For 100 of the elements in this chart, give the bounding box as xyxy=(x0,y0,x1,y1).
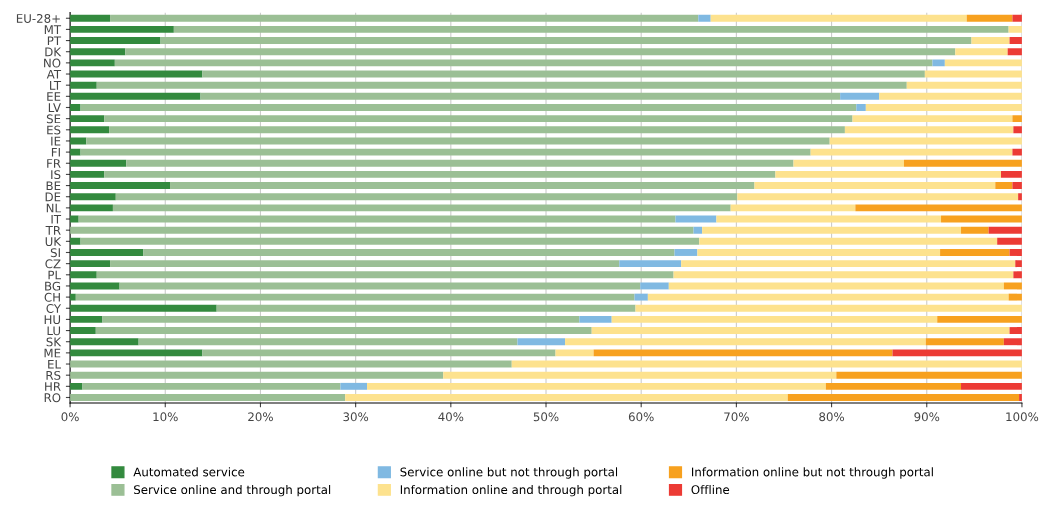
bar xyxy=(1009,327,1022,335)
bar xyxy=(104,170,776,178)
bar xyxy=(70,293,76,301)
x-tick-label: 0% xyxy=(61,412,79,422)
bar xyxy=(693,226,703,234)
bar xyxy=(865,104,1022,111)
bar xyxy=(70,126,110,134)
bar xyxy=(754,182,996,190)
bar xyxy=(115,193,738,201)
bar xyxy=(70,193,116,201)
bar xyxy=(96,271,674,279)
y-tick-label: NO xyxy=(44,58,61,68)
bar xyxy=(70,48,126,56)
bar xyxy=(70,349,203,357)
bar xyxy=(892,349,1022,357)
bar xyxy=(110,260,620,268)
bar xyxy=(70,327,96,335)
y-tick-label: LV xyxy=(48,103,61,112)
y-tick-label: AT xyxy=(46,69,62,79)
bar xyxy=(879,92,1022,100)
bar xyxy=(95,327,592,335)
bar xyxy=(565,338,926,346)
bar xyxy=(1013,126,1022,134)
bar xyxy=(1003,282,1022,290)
y-tick-label: NL xyxy=(46,203,61,213)
bar xyxy=(906,81,1022,89)
bar xyxy=(70,226,694,234)
bar xyxy=(840,92,880,100)
x-tick-label: 10% xyxy=(153,412,178,422)
bar xyxy=(674,249,698,256)
bar xyxy=(966,14,1013,22)
y-tick-label: IT xyxy=(51,214,62,224)
bar xyxy=(86,137,830,145)
bar xyxy=(825,382,962,390)
bar xyxy=(70,182,171,190)
y-tick-label: MT xyxy=(44,25,62,34)
y-tick-label: PL xyxy=(48,270,61,280)
bar xyxy=(944,59,1022,67)
bar xyxy=(200,92,841,100)
bar xyxy=(1015,260,1022,268)
y-tick-label: HR xyxy=(45,382,61,391)
bar xyxy=(995,182,1013,190)
bar xyxy=(80,104,857,111)
bar xyxy=(70,159,127,167)
bar xyxy=(70,137,87,145)
bar xyxy=(80,237,700,245)
bar xyxy=(829,137,1022,145)
bar xyxy=(1012,115,1022,123)
bar xyxy=(170,182,755,190)
bar xyxy=(640,282,669,290)
bar xyxy=(940,249,1010,256)
legend-label: Service online and through portal xyxy=(134,484,331,497)
bar xyxy=(579,315,612,323)
bar xyxy=(844,126,1014,134)
bar xyxy=(787,394,1020,401)
bar xyxy=(70,315,103,323)
y-tick-label: UK xyxy=(45,237,62,246)
y-tick-label: FI xyxy=(51,147,60,157)
y-tick-label: BE xyxy=(46,181,61,191)
y-tick-label: SI xyxy=(50,248,60,258)
bar xyxy=(903,159,1022,167)
bar xyxy=(367,382,826,390)
y-tick-label: RO xyxy=(44,393,61,403)
y-tick-label: IE xyxy=(51,136,61,146)
y-tick-label: BG xyxy=(45,281,61,291)
x-tick-label: 30% xyxy=(343,412,369,422)
bar xyxy=(70,104,81,111)
bar xyxy=(555,349,594,357)
bar xyxy=(1013,271,1022,279)
bar xyxy=(775,170,1001,178)
bar xyxy=(647,293,1009,301)
bar xyxy=(925,338,1004,346)
bar xyxy=(96,81,907,89)
bar xyxy=(1007,48,1022,56)
bar xyxy=(70,304,217,312)
bar xyxy=(1003,338,1022,346)
y-tick-label: DK xyxy=(45,47,62,57)
bar xyxy=(710,14,967,22)
bar xyxy=(591,327,1010,335)
bar xyxy=(635,304,1022,312)
y-tick-label: EL xyxy=(48,359,61,369)
y-tick-label: ME xyxy=(44,348,61,358)
bar xyxy=(1009,249,1022,256)
bar xyxy=(216,304,636,312)
bar xyxy=(119,282,641,290)
y-tick-label: TR xyxy=(45,226,61,235)
legend-label: Information online but not through portal xyxy=(691,467,933,479)
legend-label: Information online and through portal xyxy=(400,484,622,497)
bar xyxy=(160,37,972,45)
bar xyxy=(70,170,105,178)
bar xyxy=(611,315,938,323)
y-tick-label: CZ xyxy=(45,259,61,269)
bar xyxy=(932,59,945,67)
bar xyxy=(730,204,856,212)
bar xyxy=(997,237,1022,245)
bar xyxy=(1001,170,1022,178)
y-tick-label: CY xyxy=(46,303,62,313)
x-tick-label: 60% xyxy=(628,412,654,422)
bar xyxy=(70,37,161,45)
y-tick-label: CH xyxy=(44,292,60,302)
